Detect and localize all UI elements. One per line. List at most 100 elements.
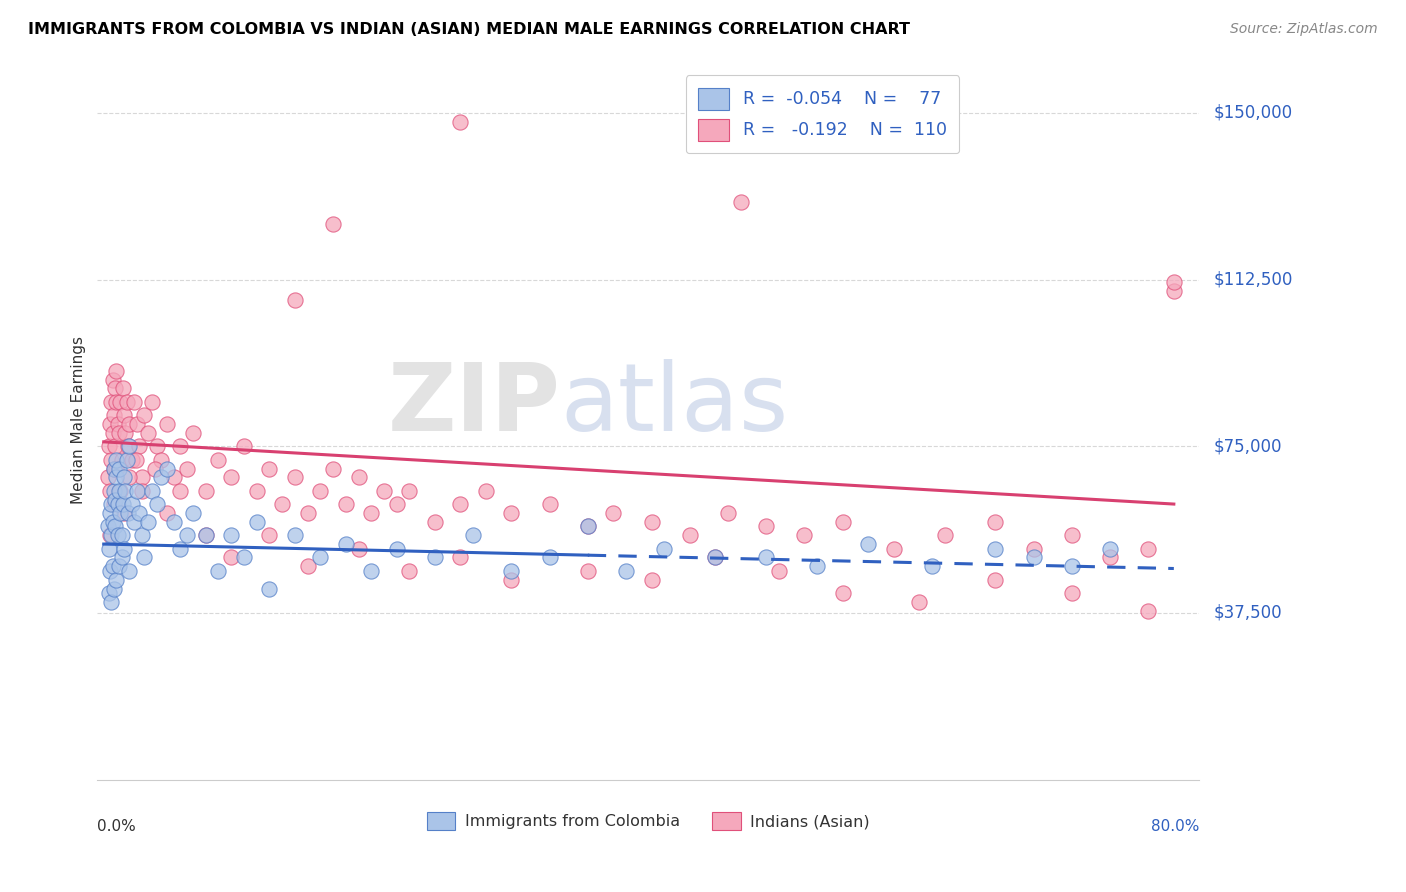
Point [118, 417, 141, 431]
Point [105, 470, 128, 484]
Text: $112,500: $112,500 [1213, 270, 1292, 289]
Point [124, 394, 146, 409]
Point [169, 541, 191, 556]
Point [125, 417, 148, 431]
Point [322, 217, 344, 231]
Text: IMMIGRANTS FROM COLOMBIA VS INDIAN (ASIAN) MEDIAN MALE EARNINGS CORRELATION CHAR: IMMIGRANTS FROM COLOMBIA VS INDIAN (ASIA… [28, 22, 910, 37]
Point [704, 550, 727, 565]
Point [831, 515, 853, 529]
Point [398, 564, 420, 578]
Text: 80.0%: 80.0% [1152, 819, 1199, 834]
Point [245, 483, 267, 498]
Point [1163, 275, 1185, 289]
Point [1099, 541, 1122, 556]
Point [856, 537, 879, 551]
Point [110, 506, 132, 520]
Point [176, 461, 198, 475]
Point [107, 497, 129, 511]
Point [115, 452, 138, 467]
Point [768, 564, 790, 578]
Point [103, 582, 125, 596]
Point [576, 519, 599, 533]
Point [793, 528, 815, 542]
Point [104, 519, 127, 533]
Point [245, 515, 267, 529]
Point [121, 497, 143, 511]
Point [883, 541, 905, 556]
Point [103, 408, 125, 422]
Point [112, 470, 135, 484]
Point [134, 408, 156, 422]
Point [98, 528, 121, 542]
Point [730, 194, 752, 209]
Point [104, 382, 127, 396]
Point [131, 483, 153, 498]
Point [111, 497, 134, 511]
Point [114, 425, 136, 440]
Point [1099, 550, 1122, 565]
Point [117, 439, 139, 453]
Point [398, 483, 420, 498]
Point [347, 470, 370, 484]
Point [475, 483, 498, 498]
Point [602, 506, 624, 520]
Point [501, 506, 523, 520]
Point [297, 559, 319, 574]
Point [284, 293, 307, 307]
Point [150, 452, 173, 467]
Point [98, 417, 121, 431]
Point [141, 483, 163, 498]
Point [284, 470, 307, 484]
Point [501, 564, 523, 578]
Text: 0.0%: 0.0% [97, 819, 136, 834]
Point [103, 461, 125, 475]
Point [156, 506, 179, 520]
Point [1060, 586, 1083, 600]
Point [385, 541, 408, 556]
Point [984, 573, 1007, 587]
Point [101, 425, 124, 440]
Point [449, 115, 471, 129]
Point [105, 452, 128, 467]
Point [373, 483, 395, 498]
Point [118, 470, 141, 484]
Point [194, 483, 217, 498]
Point [124, 452, 146, 467]
Point [271, 497, 294, 511]
Point [101, 373, 124, 387]
Point [449, 550, 471, 565]
Point [423, 550, 446, 565]
Legend: R =  -0.054    N =    77, R =   -0.192    N =  110: R = -0.054 N = 77, R = -0.192 N = 110 [686, 76, 959, 153]
Point [219, 528, 242, 542]
Point [360, 564, 382, 578]
Point [118, 564, 141, 578]
Point [128, 439, 150, 453]
Point [100, 452, 122, 467]
Point [110, 483, 132, 498]
Point [104, 492, 127, 507]
Point [1060, 528, 1083, 542]
Point [100, 595, 122, 609]
Point [100, 394, 122, 409]
Point [125, 483, 148, 498]
Point [111, 382, 134, 396]
Point [640, 515, 662, 529]
Point [143, 461, 166, 475]
Point [322, 461, 344, 475]
Point [104, 439, 127, 453]
Point [176, 528, 198, 542]
Point [232, 439, 254, 453]
Text: $37,500: $37,500 [1213, 604, 1282, 622]
Point [1022, 550, 1045, 565]
Point [831, 586, 853, 600]
Point [232, 550, 254, 565]
Point [146, 497, 169, 511]
Text: $150,000: $150,000 [1213, 104, 1292, 122]
Point [219, 550, 242, 565]
Point [297, 506, 319, 520]
Point [96, 470, 118, 484]
Point [115, 394, 138, 409]
Point [163, 470, 186, 484]
Point [640, 573, 662, 587]
Point [1163, 284, 1185, 298]
